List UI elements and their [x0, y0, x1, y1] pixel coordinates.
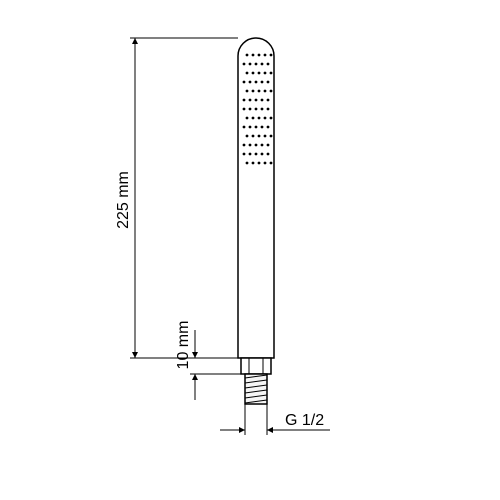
nozzle-hole	[243, 108, 246, 111]
nozzle-hole	[258, 162, 261, 165]
nozzle-hole	[258, 117, 261, 120]
threaded-connector	[245, 374, 267, 404]
nozzle-hole	[249, 153, 252, 156]
nozzle-hole	[261, 144, 264, 147]
nozzle-hole	[258, 135, 261, 138]
nozzle-hole	[267, 108, 270, 111]
nozzle-hole	[264, 135, 267, 138]
nozzle-hole	[264, 117, 267, 120]
nozzle-hole	[261, 108, 264, 111]
nozzle-hole	[243, 99, 246, 102]
technical-drawing: 225 mm 10 mm G 1/2	[0, 0, 500, 500]
nozzle-hole	[258, 90, 261, 93]
nozzle-hole	[252, 135, 255, 138]
dimension-thread: G 1/2	[220, 412, 330, 430]
nozzle-hole	[255, 126, 258, 129]
shower-wand-body	[238, 38, 274, 358]
nozzle-hole	[249, 81, 252, 84]
dimension-gap: 10 mm	[175, 321, 195, 400]
nozzle-hole	[243, 153, 246, 156]
nozzle-hole	[261, 99, 264, 102]
nozzle-hole	[264, 90, 267, 93]
nozzle-hole	[252, 117, 255, 120]
nozzle-hole	[255, 81, 258, 84]
nozzle-hole	[258, 72, 261, 75]
nozzle-hole	[255, 63, 258, 66]
nozzle-hole	[267, 63, 270, 66]
nozzle-hole	[270, 54, 273, 57]
nozzle-hole	[255, 108, 258, 111]
nozzle-hole	[261, 63, 264, 66]
nozzle-hole	[249, 99, 252, 102]
nozzle-hole	[267, 144, 270, 147]
nozzle-hole	[252, 54, 255, 57]
nozzle-hole	[246, 117, 249, 120]
nozzle-hole	[246, 54, 249, 57]
nozzle-hole	[270, 117, 273, 120]
nozzle-hole	[246, 162, 249, 165]
collar	[241, 358, 271, 374]
nozzle-hole	[249, 108, 252, 111]
nozzle-hole	[261, 81, 264, 84]
nozzle-hole	[255, 153, 258, 156]
nozzle-hole	[243, 63, 246, 66]
nozzle-hole	[270, 90, 273, 93]
dimension-height-label: 225 mm	[115, 171, 132, 229]
nozzle-hole	[270, 72, 273, 75]
nozzle-hole	[261, 153, 264, 156]
nozzle-hole	[243, 144, 246, 147]
nozzle-hole	[246, 135, 249, 138]
nozzle-hole	[264, 72, 267, 75]
dimension-height: 225 mm	[115, 38, 135, 358]
nozzle-hole	[246, 90, 249, 93]
nozzle-hole	[270, 162, 273, 165]
nozzle-hole	[270, 135, 273, 138]
nozzle-hole	[252, 72, 255, 75]
nozzle-hole	[267, 99, 270, 102]
nozzle-hole	[264, 54, 267, 57]
nozzle-hole	[252, 90, 255, 93]
dimension-gap-label: 10 mm	[175, 321, 192, 370]
nozzle-hole	[255, 99, 258, 102]
nozzle-hole	[243, 81, 246, 84]
nozzle-hole	[249, 144, 252, 147]
nozzle-hole	[267, 81, 270, 84]
nozzle-hole	[264, 162, 267, 165]
nozzle-hole	[258, 54, 261, 57]
nozzle-hole	[243, 126, 246, 129]
nozzle-hole	[249, 63, 252, 66]
nozzle-hole	[246, 72, 249, 75]
nozzle-hole	[261, 126, 264, 129]
nozzle-hole	[267, 126, 270, 129]
nozzle-hole	[249, 126, 252, 129]
nozzle-hole	[255, 144, 258, 147]
nozzle-hole	[252, 162, 255, 165]
dimension-thread-label: G 1/2	[285, 412, 324, 429]
nozzle-hole	[267, 153, 270, 156]
